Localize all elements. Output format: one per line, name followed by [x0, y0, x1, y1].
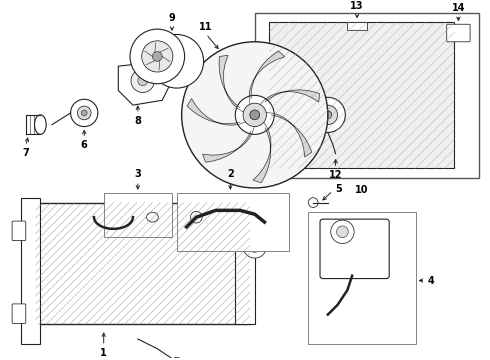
Circle shape [243, 103, 267, 127]
Circle shape [235, 95, 274, 134]
Circle shape [250, 110, 260, 120]
Bar [21, 198, 40, 344]
Text: 6: 6 [81, 140, 88, 150]
Circle shape [331, 220, 354, 243]
Text: 2: 2 [227, 169, 234, 179]
Bar [270, 22, 455, 168]
Polygon shape [187, 99, 245, 125]
Bar [255, 13, 479, 178]
Text: 9: 9 [169, 13, 175, 23]
Circle shape [191, 211, 202, 223]
Polygon shape [253, 122, 271, 183]
Bar [347, 22, 367, 30]
Circle shape [130, 29, 185, 84]
Bar [177, 193, 289, 251]
Circle shape [249, 240, 261, 252]
Polygon shape [203, 127, 254, 162]
Ellipse shape [34, 115, 46, 134]
FancyBboxPatch shape [12, 304, 26, 323]
Bar [104, 193, 172, 237]
Polygon shape [118, 61, 172, 105]
Circle shape [310, 97, 345, 132]
Circle shape [169, 357, 185, 360]
Circle shape [71, 99, 98, 127]
Polygon shape [260, 90, 319, 104]
Circle shape [81, 110, 87, 116]
Circle shape [308, 198, 318, 207]
Text: 12: 12 [329, 170, 343, 180]
Ellipse shape [147, 212, 158, 222]
Text: 13: 13 [350, 1, 364, 10]
Text: 14: 14 [452, 3, 465, 13]
Circle shape [318, 105, 338, 125]
Bar [35, 203, 250, 324]
Ellipse shape [150, 35, 203, 88]
Circle shape [142, 41, 173, 72]
FancyBboxPatch shape [12, 221, 26, 240]
FancyBboxPatch shape [320, 219, 389, 279]
Bar [235, 217, 255, 324]
Circle shape [324, 111, 332, 119]
Text: 11: 11 [199, 22, 213, 32]
Text: 3: 3 [134, 169, 141, 179]
Text: 10: 10 [355, 185, 368, 195]
Text: 4: 4 [427, 275, 434, 285]
FancyBboxPatch shape [447, 24, 470, 42]
Polygon shape [219, 55, 244, 112]
Text: 8: 8 [134, 116, 141, 126]
Polygon shape [266, 113, 312, 157]
Text: 7: 7 [23, 148, 29, 158]
Circle shape [182, 42, 328, 188]
Circle shape [138, 76, 147, 86]
Circle shape [152, 51, 162, 61]
Circle shape [243, 235, 267, 258]
Circle shape [77, 106, 91, 120]
Text: 5: 5 [336, 184, 343, 194]
Text: 1: 1 [100, 348, 107, 358]
Circle shape [337, 226, 348, 238]
Circle shape [131, 69, 154, 93]
Bar [308, 212, 416, 344]
Polygon shape [249, 51, 285, 104]
